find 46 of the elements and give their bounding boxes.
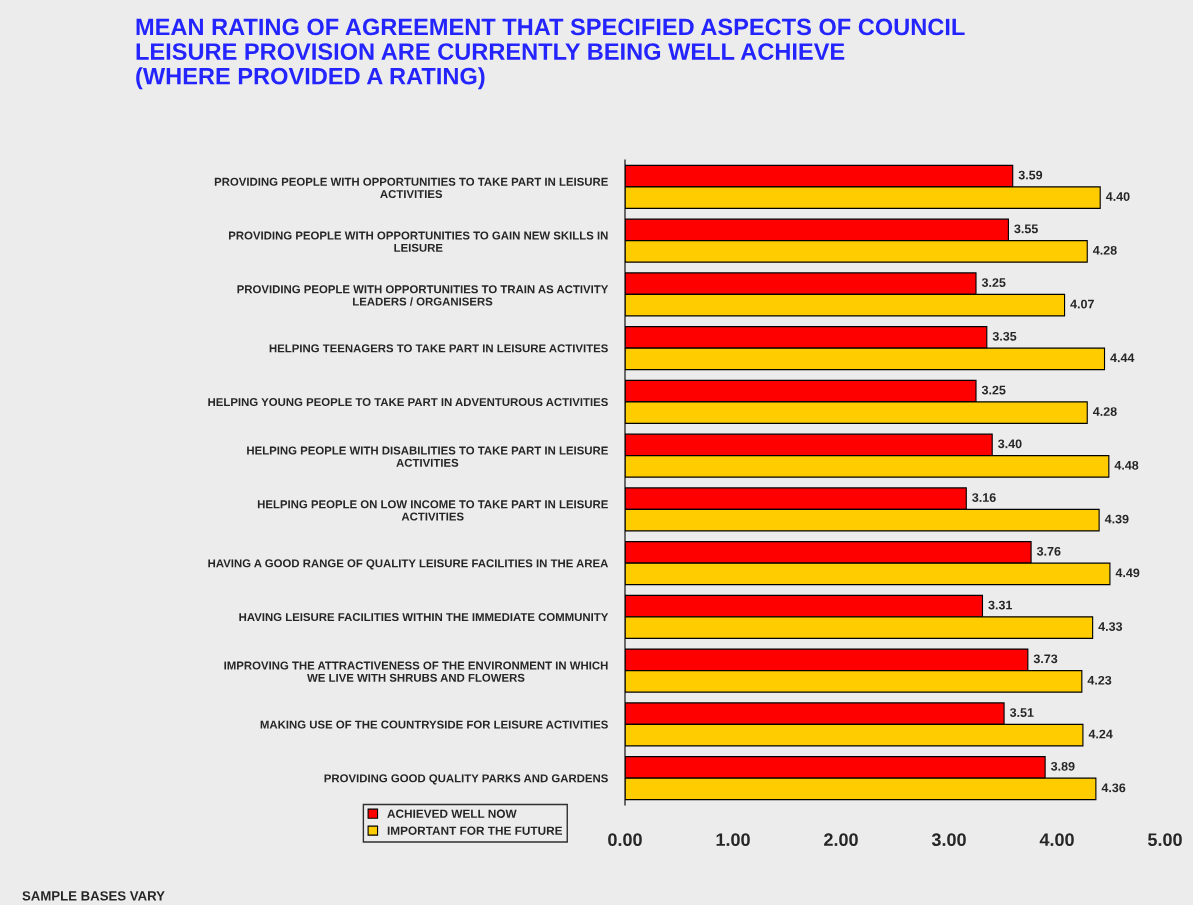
- y-tick-label: MAKING USE OF THE COUNTRYSIDE FOR LEISURE ACTIVITIES: [260, 720, 608, 729]
- data-label: 4.36: [1101, 783, 1126, 793]
- data-label: 4.07: [1070, 299, 1094, 309]
- x-tick-label: 3.00: [931, 833, 966, 847]
- y-tick-label: HELPING PEOPLE ON LOW INCOME TO TAKE PART IN LEISURE ACTIVITIES: [257, 500, 608, 521]
- data-label: 4.39: [1104, 514, 1129, 524]
- data-label: 3.25: [981, 385, 1006, 395]
- data-label: 4.24: [1088, 729, 1113, 739]
- data-label: 4.40: [1105, 192, 1130, 201]
- y-tick-label: HELPING TEENAGERS TO TAKE PART IN LEISURE ACTIVITES: [269, 344, 608, 353]
- data-label: 4.49: [1115, 568, 1140, 578]
- data-label: 3.35: [992, 331, 1017, 341]
- data-label: 4.28: [1092, 407, 1117, 416]
- data-label: 3.59: [1018, 170, 1043, 180]
- data-label: 3.76: [1036, 546, 1061, 556]
- y-tick-label: IMPROVING THE ATTRACTIVENESS OF THE ENVIRONMENT IN WHICH WE LIVE WITH SHRUBS AND FLOWERS: [224, 661, 608, 682]
- y-tick-label: PROVIDING PEOPLE WITH OPPORTUNITIES TO TRAIN AS ACTIVITY LEADERS / ORGANISERS: [237, 285, 609, 306]
- x-tick-label: 1.00: [716, 833, 750, 847]
- y-tick-label: HELPING PEOPLE WITH DISABILITIES TO TAKE PART IN LEISURE ACTIVITIES: [247, 446, 608, 467]
- y-tick-label: PROVIDING PEOPLE WITH OPPORTUNITIES TO TAKE PART IN LEISURE ACTIVITIES: [214, 177, 608, 199]
- data-label: 4.44: [1110, 353, 1135, 363]
- y-tick-label: HELPING YOUNG PEOPLE TO TAKE PART IN ADVENTUROUS ACTIVITIES: [208, 398, 608, 407]
- data-label: 4.33: [1098, 622, 1123, 631]
- x-tick-label: 0.00: [608, 833, 642, 847]
- legend-label: ACHIEVED WELL NOW: [387, 809, 517, 818]
- data-label: 4.23: [1087, 675, 1112, 685]
- data-label: 3.89: [1050, 761, 1075, 771]
- data-label: 3.31: [988, 600, 1013, 610]
- y-tick-label: PROVIDING GOOD QUALITY PARKS AND GARDENS: [324, 774, 608, 785]
- data-label: 3.73: [1033, 654, 1058, 664]
- data-label: 3.40: [998, 439, 1022, 449]
- data-label: 3.16: [972, 493, 996, 502]
- data-label: 4.28: [1092, 245, 1117, 255]
- x-tick-label: 2.00: [824, 833, 858, 847]
- legend-label: IMPORTANT FOR THE FUTURE: [387, 826, 563, 835]
- data-label: 4.48: [1114, 460, 1139, 470]
- data-label: 3.55: [1014, 224, 1038, 234]
- x-tick-label: 5.00: [1147, 833, 1182, 847]
- text: SAMPLE BASES VARY: [22, 891, 165, 901]
- y-tick-label: HAVING LEISURE FACILITIES WITHIN THE IMMEDIATE COMMUNITY: [239, 613, 609, 622]
- y-tick-label: HAVING A GOOD RANGE OF QUALITY LEISURE FACILITIES IN THE AREA: [208, 559, 609, 570]
- data-label: 3.25: [981, 278, 1006, 287]
- y-tick-label: PROVIDING PEOPLE WITH OPPORTUNITIES TO GAIN NEW SKILLS IN LEISURE: [229, 231, 608, 252]
- chart-title: MEAN RATING OF AGREEMENT THAT SPECIFIED ASPECTS OF COUNCIL LEISURE PROVISION ARE CURRENTLY BEING WELL ACHIEVE (WHERE PROVIDED A RATING): [136, 18, 965, 90]
- x-tick-label: 4.00: [1039, 833, 1074, 847]
- data-label: 3.51: [1009, 708, 1034, 717]
